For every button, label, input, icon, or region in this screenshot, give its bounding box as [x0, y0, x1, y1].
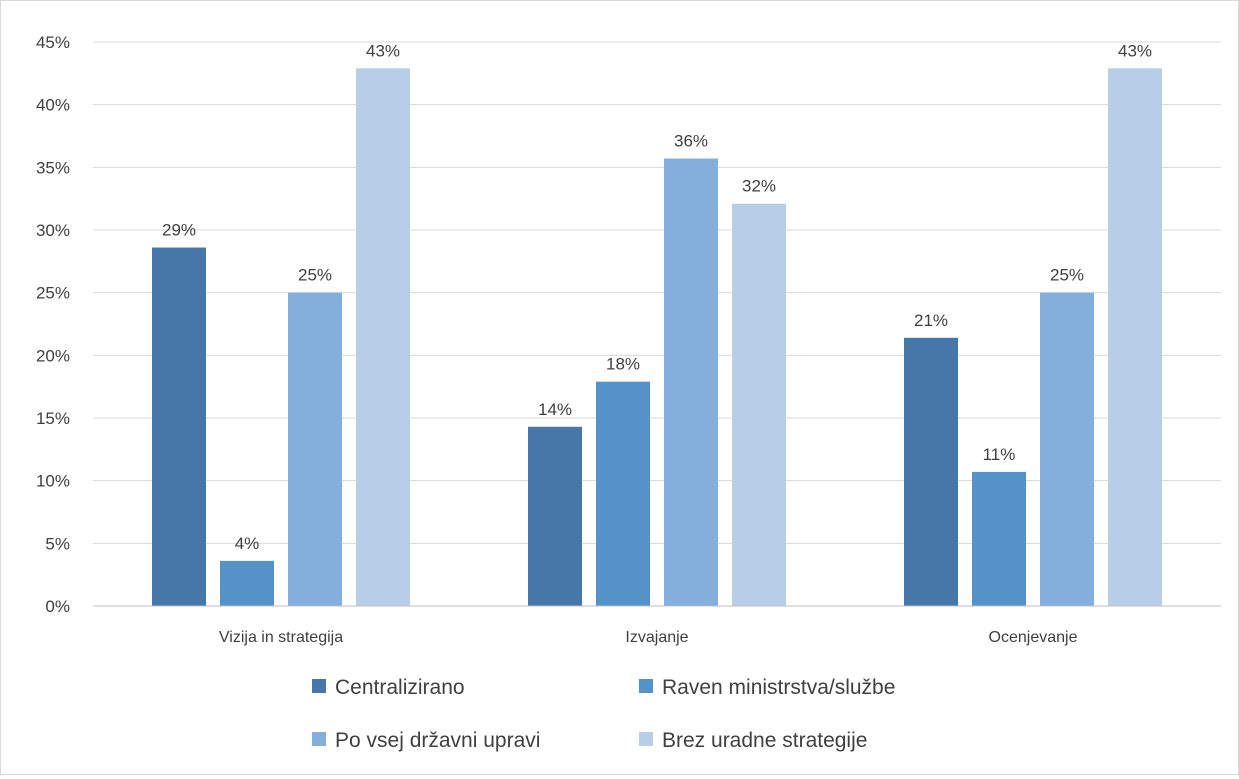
- bar: [664, 158, 718, 606]
- bar: [1108, 68, 1162, 606]
- data-label: 43%: [1118, 41, 1152, 60]
- y-tick-label: 20%: [36, 346, 70, 365]
- legend-label: Po vsej državni upravi: [335, 729, 540, 752]
- legend-swatch: [639, 679, 653, 693]
- data-label: 43%: [366, 41, 400, 60]
- data-label: 18%: [606, 355, 640, 374]
- y-tick-label: 5%: [45, 534, 70, 553]
- y-tick-label: 35%: [36, 158, 70, 177]
- bar: [596, 381, 650, 606]
- bar: [972, 471, 1026, 606]
- data-label: 36%: [674, 132, 708, 151]
- legend-swatch: [639, 732, 653, 746]
- bar: [152, 247, 206, 606]
- data-label: 14%: [538, 400, 572, 419]
- data-label: 4%: [235, 534, 260, 553]
- bar: [904, 337, 958, 606]
- legend-swatch: [312, 679, 326, 693]
- data-label: 11%: [983, 445, 1016, 464]
- y-tick-label: 40%: [36, 96, 70, 115]
- legend-label: Brez uradne strategije: [662, 729, 867, 752]
- y-tick-label: 45%: [36, 33, 70, 52]
- bar: [220, 560, 274, 606]
- category-label: Izvajanje: [625, 629, 688, 646]
- legend-label: Centralizirano: [335, 676, 465, 699]
- data-label: 29%: [162, 221, 196, 240]
- legend: Centralizirano Raven ministrstva/službe Po…: [312, 676, 895, 752]
- bar: [288, 292, 342, 606]
- y-tick-label: 10%: [36, 472, 70, 491]
- y-tick-label: 0%: [45, 597, 70, 616]
- data-label: 25%: [1050, 266, 1084, 285]
- data-labels: 29% 4% 25% 43% 14% 18% 36% 32% 21% 11% 25% 43%: [162, 41, 1152, 553]
- category-label: Ocenjevanje: [989, 629, 1078, 646]
- bar: [732, 203, 786, 606]
- y-tick-label: 25%: [36, 284, 70, 303]
- y-tick-label: 15%: [36, 409, 70, 428]
- bar: [356, 68, 410, 606]
- data-label: 21%: [914, 311, 948, 330]
- bar: [528, 426, 582, 606]
- bars: [152, 68, 1162, 606]
- legend-swatch: [312, 732, 326, 746]
- data-label: 32%: [742, 177, 776, 196]
- category-labels: Vizija in strategija Izvajanje Ocenjevanje: [219, 629, 1078, 646]
- bar: [1040, 292, 1094, 606]
- gridlines: [93, 41, 1221, 544]
- legend-label: Raven ministrstva/službe: [662, 676, 895, 699]
- y-axis-ticks: 0% 5% 10% 15% 20% 25% 30% 35% 40% 45%: [36, 33, 70, 616]
- y-tick-label: 30%: [36, 221, 70, 240]
- data-label: 25%: [298, 266, 332, 285]
- category-label: Vizija in strategija: [219, 629, 343, 646]
